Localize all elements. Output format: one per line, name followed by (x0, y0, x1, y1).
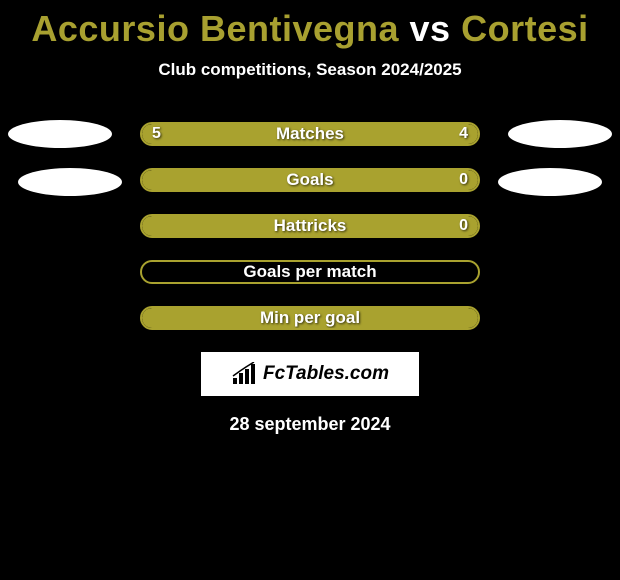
stat-bar-track: Hattricks 0 (140, 214, 480, 238)
player1-name: Accursio Bentivegna (31, 8, 399, 49)
stat-bar-track: Matches 5 4 (140, 122, 480, 146)
stat-value-right: 0 (459, 171, 468, 189)
stat-bar-track: Goals per match (140, 260, 480, 284)
player2-marker (508, 120, 612, 148)
subtitle: Club competitions, Season 2024/2025 (0, 60, 620, 80)
stat-label: Goals (286, 170, 333, 190)
logo-box: FcTables.com (201, 352, 419, 396)
stat-row: Goals per match (0, 260, 620, 284)
stat-row: Hattricks 0 (0, 214, 620, 238)
stat-label: Hattricks (274, 216, 347, 236)
stat-label: Matches (276, 124, 344, 144)
player2-name: Cortesi (461, 8, 589, 49)
player1-marker (18, 168, 122, 196)
stat-value-right: 4 (459, 125, 468, 143)
bar-chart-icon (231, 362, 259, 386)
stat-row: Goals 0 (0, 168, 620, 192)
vs-word: vs (410, 8, 451, 49)
date-label: 28 september 2024 (0, 414, 620, 435)
stat-label: Min per goal (260, 308, 360, 328)
stat-bar-track: Min per goal (140, 306, 480, 330)
stat-row: Min per goal (0, 306, 620, 330)
player1-marker (8, 120, 112, 148)
logo-text: FcTables.com (263, 363, 389, 385)
stat-value-right: 0 (459, 217, 468, 235)
comparison-title: Accursio Bentivegna vs Cortesi (0, 0, 620, 50)
stat-row: Matches 5 4 (0, 122, 620, 146)
stat-value-left: 5 (152, 125, 161, 143)
player2-marker (498, 168, 602, 196)
stat-rows: Matches 5 4 Goals 0 Hattricks 0 Goals per match… (0, 122, 620, 330)
stat-bar-track: Goals 0 (140, 168, 480, 192)
stat-label: Goals per match (243, 262, 376, 282)
stat-bar-fill-right (329, 124, 478, 144)
